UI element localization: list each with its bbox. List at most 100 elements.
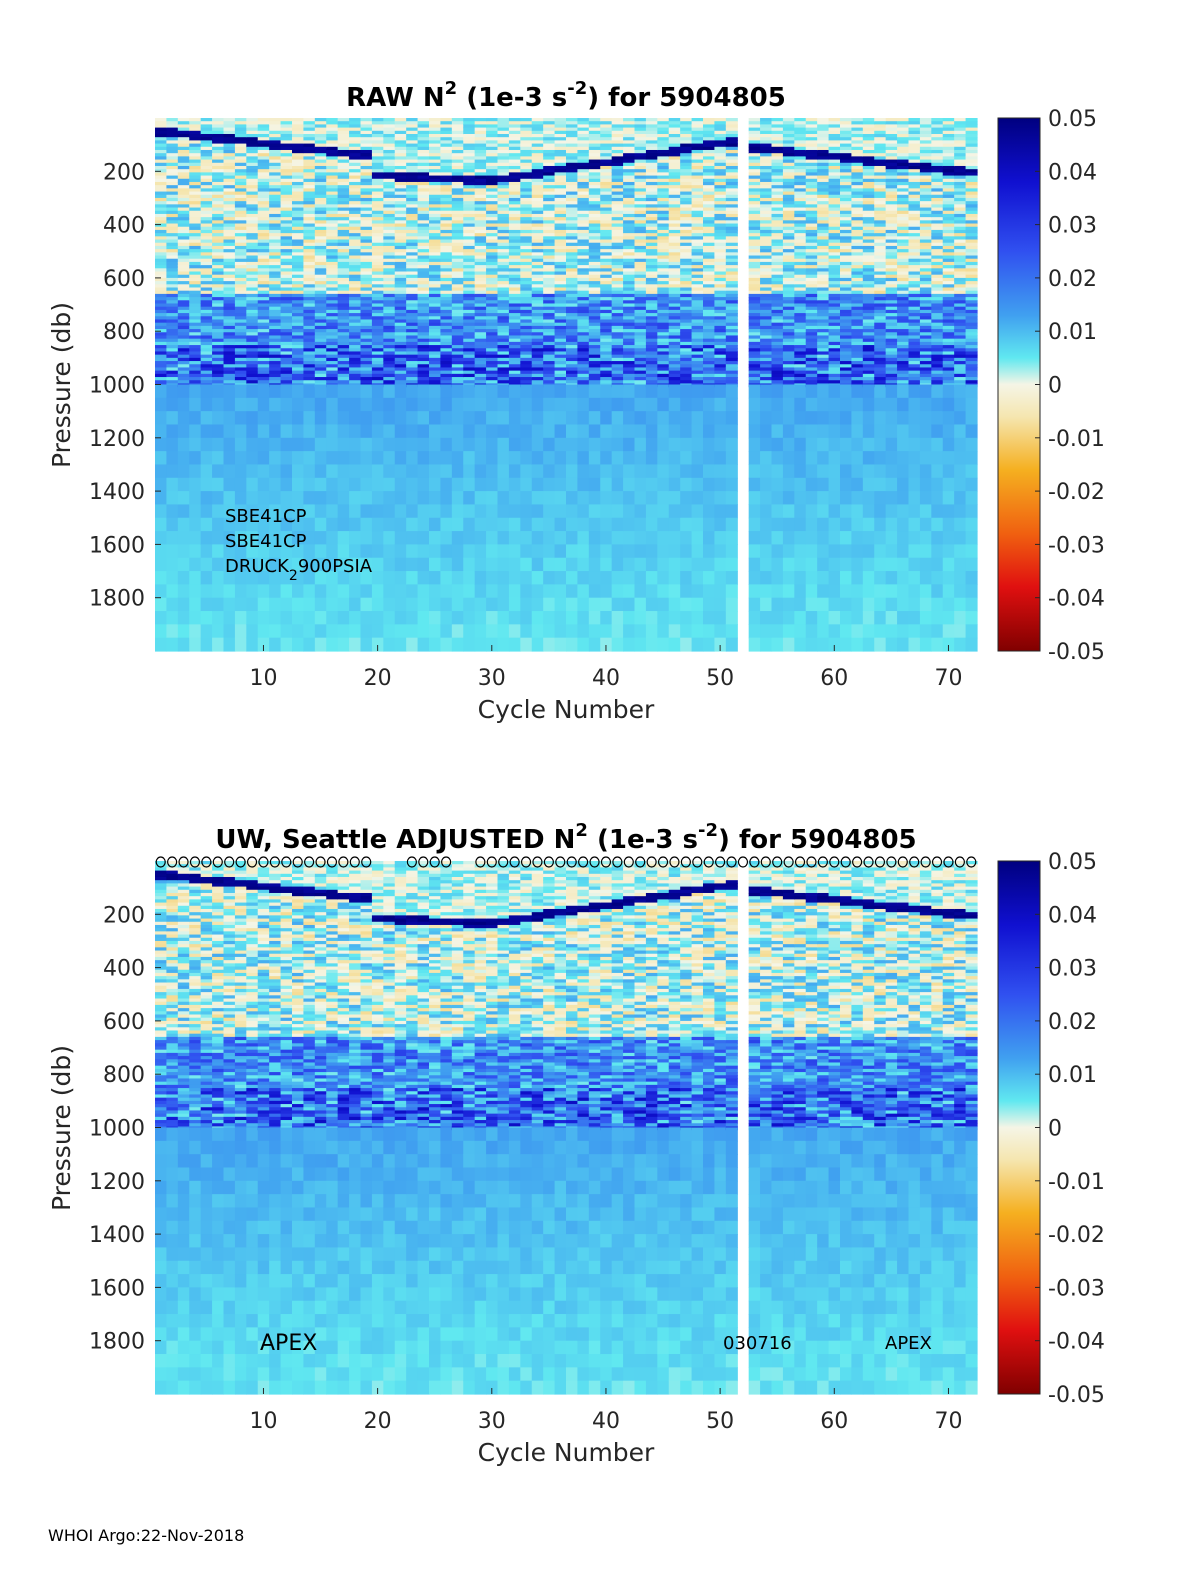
sensor-label-1: SBE41CP (225, 506, 307, 527)
colorbar-tick-label: -0.03 (1048, 533, 1105, 558)
colorbar-tick-label: 0.04 (1048, 160, 1097, 185)
profile-marker (315, 856, 326, 868)
colorbar-tick-label: -0.04 (1048, 587, 1105, 612)
profile-marker (703, 856, 714, 868)
profile-marker (852, 856, 863, 868)
profile-marker (966, 856, 977, 868)
panel-adjusted: UW, Seattle ADJUSTED N2 (1e-3 s-2) for 5… (47, 820, 1105, 1467)
colorbar-tick-label: 0.02 (1048, 1010, 1097, 1035)
x-tick-label: 60 (820, 666, 848, 691)
profile-marker (281, 856, 292, 868)
profile-marker (235, 856, 246, 868)
profile-marker (874, 856, 886, 868)
x-axis-label: Cycle Number (478, 695, 655, 724)
profile-marker (715, 856, 726, 868)
colorbar-tick-label: 0.03 (1048, 957, 1097, 982)
x-tick-label: 20 (364, 666, 392, 691)
colorbar-gradient (997, 860, 1041, 1395)
profile-marker (326, 856, 338, 868)
profile-marker (520, 856, 532, 868)
axes-adjusted: 200 400 600 800 1000 1200 1400 1600 1800 10 20 30 40… (89, 903, 962, 1434)
platform-label-right: APEX (885, 1333, 932, 1354)
firmware-label: 030716 (723, 1333, 792, 1354)
y-tick-label: 1200 (89, 427, 145, 452)
profile-marker (794, 856, 806, 868)
profile-marker (566, 856, 577, 868)
profile-marker (246, 856, 258, 868)
x-tick-label: 10 (249, 666, 277, 691)
profile-marker (429, 856, 440, 868)
y-axis-label-2: Pressure (db) (47, 1045, 76, 1211)
pressure-sensor-label: DRUCK2900PSIA (225, 556, 373, 584)
y-tick-label: 1200 (89, 1170, 145, 1195)
profile-marker (612, 856, 623, 868)
colorbar-tick-label: 0.01 (1048, 1063, 1097, 1088)
profile-marker (498, 856, 509, 868)
top-markers (155, 856, 977, 868)
y-tick-label: 200 (103, 903, 145, 928)
platform-label-left: APEX (260, 1331, 317, 1356)
profile-marker (840, 856, 851, 868)
profile-marker (338, 856, 349, 868)
profile-marker (737, 856, 749, 868)
y-tick-label: 1600 (89, 533, 145, 558)
profile-marker (909, 856, 920, 868)
colorbar-tick-label: -0.02 (1048, 480, 1105, 505)
profile-marker (269, 856, 280, 868)
x-tick-label: 70 (934, 666, 962, 691)
heatmap-raw (155, 118, 978, 652)
chart-title-adjusted: UW, Seattle ADJUSTED N2 (1e-3 s-2) for 5… (215, 820, 916, 855)
y-tick-label: 800 (103, 320, 145, 345)
footer-credit: WHOI Argo:22-Nov-2018 (48, 1526, 245, 1545)
profile-marker (555, 856, 566, 868)
x-axis-label-2: Cycle Number (478, 1438, 655, 1467)
profile-marker (304, 856, 315, 868)
profile-marker (578, 856, 589, 868)
y-tick-label: 1800 (89, 587, 145, 612)
colorbar-tick-label: -0.05 (1048, 1383, 1105, 1408)
profile-marker (829, 856, 840, 868)
x-tick-label: 10 (249, 1409, 277, 1434)
profile-marker (772, 856, 783, 868)
profile-marker (292, 856, 303, 868)
profile-marker (726, 856, 737, 868)
y-axis-label: Pressure (db) (47, 302, 76, 468)
profile-marker (543, 856, 554, 868)
profile-marker (806, 856, 817, 868)
x-tick-label: 50 (706, 1409, 734, 1434)
colorbar-tick-label: -0.04 (1048, 1330, 1105, 1355)
x-tick-label: 20 (364, 1409, 392, 1434)
y-tick-label: 400 (103, 214, 145, 239)
colorbar-tick-label: -0.05 (1048, 640, 1105, 665)
colorbar-tick-label: 0.03 (1048, 214, 1097, 239)
profile-marker (201, 856, 212, 868)
profile-marker (692, 856, 703, 868)
profile-marker (167, 856, 178, 868)
sensor-label-2: SBE41CP (225, 531, 307, 552)
colorbar-gradient (997, 117, 1041, 652)
profile-marker (155, 856, 166, 868)
profile-marker (817, 856, 828, 868)
heatmap-adjusted (155, 861, 978, 1395)
axes-raw: 200 400 600 800 1000 1200 1400 1600 1800 10 20 30 40… (89, 160, 962, 691)
profile-marker (509, 856, 520, 868)
x-tick-label: 30 (478, 666, 506, 691)
profile-marker (258, 856, 269, 868)
profile-marker (475, 856, 486, 868)
colorbar-tick-label: -0.02 (1048, 1223, 1105, 1248)
profile-marker (441, 856, 452, 868)
colorbar-tick-label: 0 (1048, 1117, 1062, 1142)
colorbar-tick-label: -0.03 (1048, 1276, 1105, 1301)
chart-title-raw: RAW N2 (1e-3 s-2) for 5904805 (346, 78, 786, 113)
y-tick-label: 1400 (89, 480, 145, 505)
x-tick-label: 30 (478, 1409, 506, 1434)
profile-marker (589, 856, 600, 868)
y-tick-label: 600 (103, 267, 145, 292)
y-tick-label: 1000 (89, 1117, 145, 1142)
colorbar-adjusted: 0.05 0.04 0.03 0.02 0.01 0 -0.01 -0.02 -0.03 -0.0… (997, 850, 1105, 1408)
profile-marker (486, 856, 497, 868)
profile-marker (657, 856, 669, 868)
y-tick-label: 1000 (89, 374, 145, 399)
profile-marker (418, 856, 429, 868)
profile-marker (680, 856, 691, 868)
